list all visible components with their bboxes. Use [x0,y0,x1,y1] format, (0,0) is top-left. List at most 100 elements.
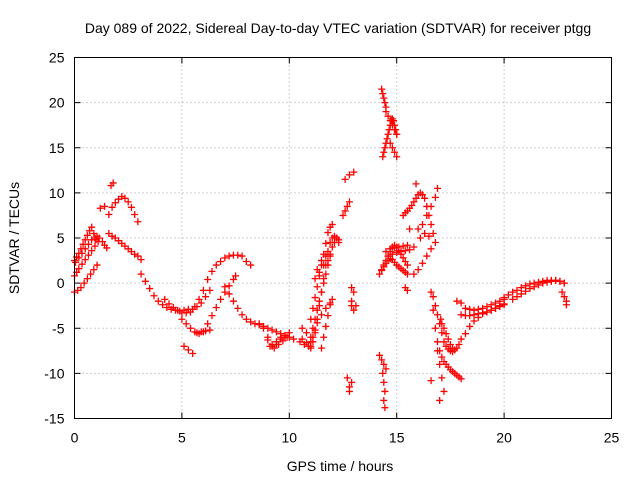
data-point [466,322,474,330]
data-point [401,257,409,265]
data-point [384,252,392,260]
data-point [453,297,461,305]
data-point [83,231,91,239]
data-point [202,293,210,301]
data-point [75,254,83,262]
data-point [395,243,403,251]
data-point [437,315,445,323]
y-tick-label: -5 [52,320,65,336]
data-point [412,194,420,202]
data-point [410,270,418,278]
data-point [423,252,431,260]
data-point [234,251,242,259]
data-point [318,288,326,296]
data-point [320,261,328,269]
data-point [438,329,446,337]
data-point [429,229,437,237]
data-point [397,248,405,256]
data-point [93,261,101,269]
data-point [298,324,306,332]
x-tick-label: 0 [71,430,79,446]
data-point [522,287,530,295]
data-point [487,301,495,309]
data-point [268,326,276,334]
data-point [191,303,199,311]
x-tick-label: 25 [604,430,620,446]
data-point [285,329,293,337]
data-point [182,320,190,328]
data-point [174,306,182,314]
data-point [324,229,332,237]
data-point [457,375,465,383]
data-point [229,276,237,284]
data-point [290,335,298,343]
data-point [434,184,442,192]
data-point [270,344,278,352]
data-point [264,336,272,344]
data-point [408,202,416,210]
data-point [352,302,360,310]
data-point [380,263,388,271]
data-point [341,175,349,183]
data-point [547,277,555,285]
data-point [378,356,386,364]
data-point [381,387,389,395]
data-point [461,330,469,338]
data-point [436,360,444,368]
data-point [376,351,384,359]
data-point [234,304,242,312]
y-tick-label: 0 [57,275,65,291]
data-point [339,211,347,219]
data-point [141,277,149,285]
data-point [380,148,388,156]
x-tick-label: 5 [178,430,186,446]
data-point [318,257,326,265]
data-point [388,121,396,129]
data-point [208,267,216,275]
data-point [504,291,512,299]
data-point [425,232,433,240]
data-point [418,220,426,228]
data-point [455,340,463,348]
data-point [552,276,560,284]
data-point [298,335,306,343]
data-point [399,242,407,250]
data-point [470,306,478,314]
data-point [483,303,491,311]
y-tick-label: 5 [57,230,65,246]
data-point [225,290,233,298]
data-point [320,279,328,287]
data-point [225,282,233,290]
data-point [406,246,414,254]
data-point [98,238,106,246]
data-point [197,299,205,307]
data-point [416,234,424,242]
data-point [431,193,439,201]
data-point [381,99,389,107]
data-point [393,248,401,256]
data-point [434,338,442,346]
data-point [539,279,547,287]
y-tick-label: -15 [44,411,64,427]
data-point [195,295,203,303]
data-point [134,252,142,260]
data-point [206,286,214,294]
data-point [526,285,534,293]
data-point [350,288,358,296]
y-axis-label: SDTVAR / TECUs [6,182,22,294]
data-point [558,288,566,296]
data-point [255,320,263,328]
data-point [75,265,83,273]
grid-lines [74,57,612,419]
data-point [84,251,92,259]
data-point [393,130,401,138]
data-point [429,306,437,314]
data-point [307,338,315,346]
data-point [383,135,391,143]
data-point [543,278,551,286]
data-point [134,218,142,226]
data-point [381,144,389,152]
data-point [427,377,435,385]
data-point [204,320,212,328]
